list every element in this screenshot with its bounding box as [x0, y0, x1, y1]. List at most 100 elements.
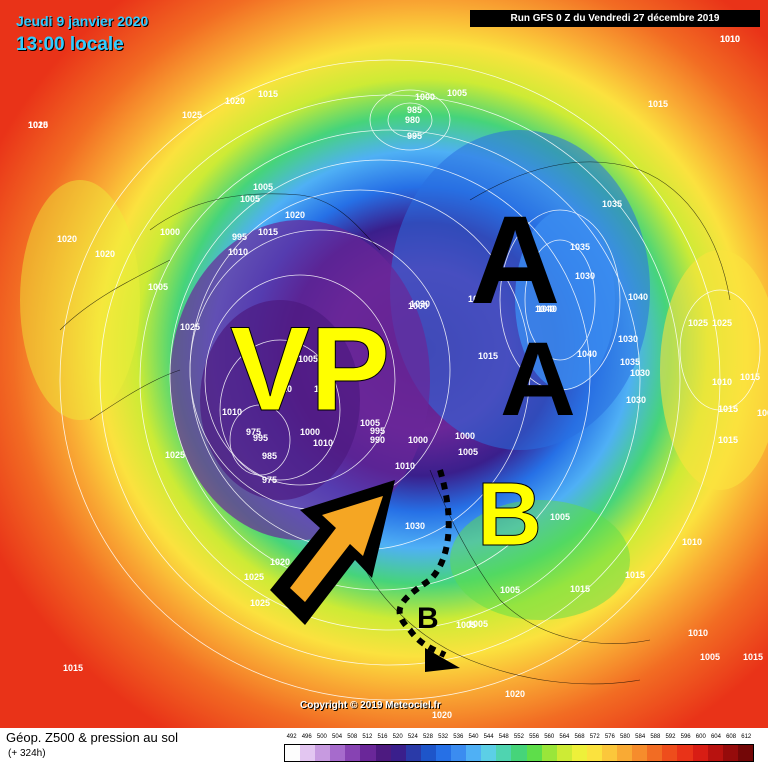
vortex-inner — [200, 300, 360, 500]
isobar-lines — [59, 59, 761, 701]
scale-swatch — [737, 745, 753, 761]
scale-swatch — [345, 745, 361, 761]
green-zone — [450, 500, 630, 620]
weather-map: 1010 1015 1020 1015 1025 1000 1005 985 980 995 101… — [0, 0, 768, 728]
isobar-label: 1030 — [626, 395, 646, 405]
isobar-label: 1030 — [630, 368, 650, 378]
isobar-label: 1030 — [618, 334, 638, 344]
scale-label: 540 — [468, 734, 479, 740]
isobar-label: 1010 — [682, 537, 702, 547]
scale-label: 500 — [316, 734, 327, 740]
scale-label: 536 — [453, 734, 464, 740]
scale-label: 496 — [301, 734, 312, 740]
forecast-date: Jeudi 9 janvier 2020 — [16, 13, 149, 29]
isobar-label: 1030 — [405, 521, 425, 531]
scale-label: 592 — [665, 734, 676, 740]
isobar-label: 1015 — [625, 570, 645, 580]
isobar-label: 995 — [407, 131, 422, 141]
isobar-label: 1000 — [455, 431, 475, 441]
run-banner: Run GFS 0 Z du Vendredi 27 décembre 2019 — [470, 10, 760, 27]
scale-label: 528 — [422, 734, 433, 740]
scale-label: 600 — [695, 734, 706, 740]
legend-panel: Géop. Z500 & pression au sol (+ 324h) 49… — [0, 728, 768, 768]
isobar-label: 1000 — [408, 301, 428, 311]
legend-subtitle: (+ 324h) — [8, 748, 46, 759]
isobar-label: 1000 — [300, 427, 320, 437]
isobar-label: 1005 — [360, 418, 380, 428]
scale-swatch — [541, 745, 557, 761]
isobar-label: 1025 — [244, 572, 264, 582]
isobar-label: 1005 — [550, 512, 570, 522]
scale-swatch — [315, 745, 331, 761]
scale-label: 584 — [635, 734, 646, 740]
scale-swatch — [707, 745, 723, 761]
isobar-label: 1000 — [408, 435, 428, 445]
isobar-label: 1005 — [148, 282, 168, 292]
legend-title: Géop. Z500 & pression au sol — [6, 730, 178, 745]
scale-swatch — [360, 745, 376, 761]
high-pressure-label-2: A — [500, 321, 576, 438]
scale-swatch — [375, 745, 391, 761]
isobar-label: 1020 — [28, 120, 48, 130]
isobar-label: 1025 — [165, 450, 185, 460]
isobar-label: 1005 — [500, 585, 520, 595]
isobar-label: 995 — [253, 433, 268, 443]
cyan-lobe — [515, 210, 615, 390]
isobar-label: 1015 — [63, 663, 83, 673]
isobar-label: 1030 — [575, 271, 595, 281]
isobar-label: 1035 — [620, 357, 640, 367]
scale-label: 564 — [559, 734, 570, 740]
scale-swatch — [435, 745, 452, 761]
isobar-label: 1010 — [720, 34, 740, 44]
scale-label: 608 — [726, 734, 737, 740]
isobar-label: 1015 — [743, 652, 763, 662]
scale-label: 568 — [574, 734, 585, 740]
color-scale-bar — [284, 744, 754, 762]
scale-label: 516 — [377, 734, 388, 740]
isobar-label: 1000 — [160, 227, 180, 237]
isobar-label: 1015 — [718, 435, 738, 445]
isobar-label: 1005 — [456, 620, 476, 630]
isobar-label: 1005 — [447, 88, 467, 98]
scale-label: 612 — [741, 734, 752, 740]
isobar-label: 1005 — [468, 619, 488, 629]
scale-swatch — [677, 745, 693, 761]
isobar-label: 975 — [246, 427, 261, 437]
scale-swatch — [647, 745, 663, 761]
isobar-label: 1020 — [225, 96, 245, 106]
scale-label: 552 — [513, 734, 524, 740]
scale-label: 560 — [544, 734, 555, 740]
scale-swatch — [405, 745, 421, 761]
isobar-label: 980 — [405, 115, 420, 125]
scale-label: 504 — [332, 734, 343, 740]
scale-label: 548 — [498, 734, 509, 740]
isobar-label: 1025 — [688, 318, 708, 328]
scale-label: 512 — [362, 734, 373, 740]
isobar-label: 1010 — [313, 438, 333, 448]
scale-label: 520 — [392, 734, 403, 740]
isobar-label: 1005 — [757, 408, 768, 418]
scale-label: 492 — [286, 734, 297, 740]
isobar-label: 1015 — [570, 584, 590, 594]
scale-swatch — [390, 745, 406, 761]
color-scale-labels: 492 496 500 504 508 512 516 520 524 528 532 536 540 5… — [284, 734, 754, 744]
isobar-label: 1015 — [258, 227, 278, 237]
isobar-label: 1020 — [285, 210, 305, 220]
isobar-label: 1005 — [298, 354, 318, 364]
isobar-label: 1040 — [537, 304, 557, 314]
isobar-label: 1025 — [182, 110, 202, 120]
scale-swatch — [526, 745, 542, 761]
isobar-label: 995 — [370, 426, 385, 436]
low-pressure-label-1: B — [477, 465, 542, 565]
isobar-label: 995 — [232, 232, 247, 242]
isobar-label: 1025 — [180, 322, 200, 332]
isobar-label: 990 — [370, 435, 385, 445]
scale-swatch — [617, 745, 633, 761]
scale-label: 576 — [604, 734, 615, 740]
isobar-label: 1015 — [648, 99, 668, 109]
isobar-label: 985 — [262, 451, 277, 461]
trajectory-arrowhead — [425, 648, 460, 672]
scale-swatch — [300, 745, 316, 761]
scale-swatch — [496, 745, 512, 761]
high-pressure-label-1: A — [470, 191, 560, 330]
